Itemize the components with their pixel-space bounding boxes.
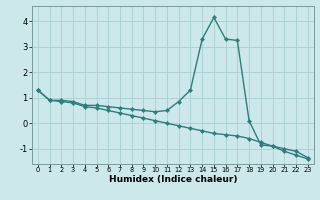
X-axis label: Humidex (Indice chaleur): Humidex (Indice chaleur) (108, 175, 237, 184)
